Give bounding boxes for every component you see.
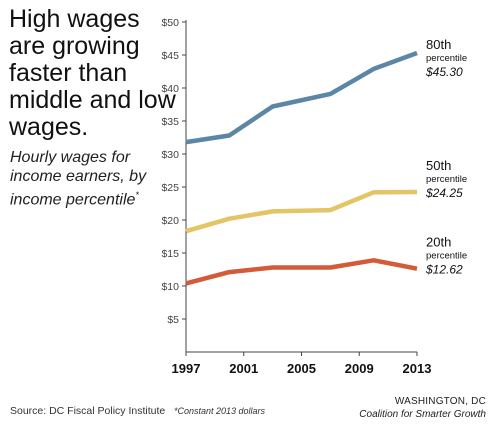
headline: High wages are growing faster than middl…: [9, 5, 176, 141]
source-note: Source: DC Fiscal Policy Institute: [10, 405, 166, 417]
chart-series-labels: 80thpercentile$45.3050thpercentile$24.25…: [425, 37, 467, 277]
series-name-label: 50th: [426, 158, 451, 173]
y-tick-label: $35: [161, 116, 179, 128]
org-name: Coalition for Smarter Growth: [359, 409, 486, 420]
y-tick-label: $20: [161, 215, 179, 227]
series-value-label: $12.62: [425, 263, 463, 277]
y-tick-label: $40: [161, 83, 179, 95]
org-city: WASHINGTON, DC: [394, 396, 486, 407]
subtitle: Hourly wages for income earners, by inco…: [10, 148, 170, 209]
chart-series: [185, 50, 418, 286]
x-tick-label: 2013: [403, 361, 432, 376]
y-tick-label: $25: [161, 182, 179, 194]
series-sub-label: percentile: [426, 174, 467, 185]
series-line-50th: [185, 189, 418, 234]
subtitle-text: Hourly wages for income earners, by inco…: [10, 149, 147, 209]
subtitle-footnote-mark: *: [135, 190, 139, 200]
series-name-label: 80th: [426, 37, 451, 52]
chart-axes: $5 $10 $15 $20 $25 $30 $35 $40 $45 $50 1997 2001 200…: [161, 17, 431, 376]
series-value-label: $24.25: [425, 186, 463, 200]
x-tick-label: 2009: [345, 361, 374, 376]
y-tick-label: $45: [161, 50, 179, 62]
series-sub-label: percentile: [426, 53, 467, 64]
y-tick-label: $15: [161, 248, 179, 260]
y-tick-label: $30: [161, 149, 179, 161]
footnote: *Constant 2013 dollars: [174, 406, 266, 416]
y-tick-label: $10: [161, 281, 179, 293]
series-value-label: $45.30: [425, 65, 463, 79]
y-tick-label: $50: [161, 17, 179, 29]
x-tick-label: 2005: [287, 361, 316, 376]
x-tick-label: 1997: [172, 361, 201, 376]
organization: WASHINGTON, DC Coalition for Smarter Gro…: [359, 395, 486, 421]
series-name-label: 20th: [426, 235, 451, 250]
series-sub-label: percentile: [426, 251, 467, 262]
x-tick-label: 2001: [229, 361, 258, 376]
y-tick-label: $5: [167, 314, 179, 326]
series-line-20th: [185, 258, 418, 286]
series-line-80th: [185, 50, 418, 145]
